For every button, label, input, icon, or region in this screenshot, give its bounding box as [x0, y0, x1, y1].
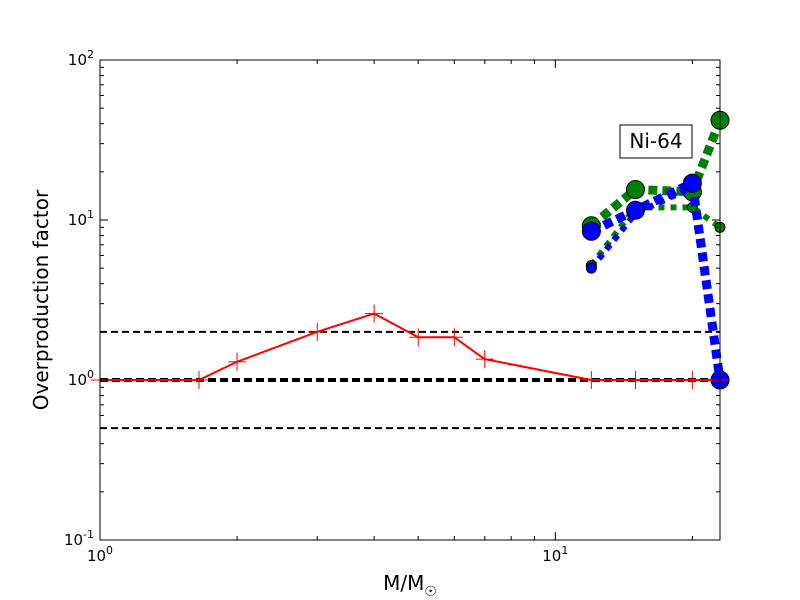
x-axis-label-main: M/M [383, 571, 424, 595]
y-tick-label: 101 [68, 208, 94, 229]
series-0-marker [683, 371, 702, 389]
annotation-label: Ni-64 [629, 129, 682, 153]
series-0-marker [626, 371, 645, 389]
plot-frame [99, 59, 721, 541]
x-tick-label: 100 [87, 544, 113, 565]
series-0-marker [409, 328, 428, 347]
x-tick-label: 101 [542, 544, 568, 565]
plot-area [100, 60, 720, 540]
series-3-marker [585, 262, 597, 274]
series-2-marker [625, 180, 645, 200]
series-0-marker [190, 371, 209, 389]
y-tick-label: 100 [68, 368, 94, 389]
y-tick-label: 10-1 [64, 528, 94, 549]
series-4-marker [682, 173, 702, 193]
series-4-marker [625, 200, 645, 220]
series-0-marker [582, 371, 601, 389]
y-tick-label: 102 [68, 48, 94, 69]
axis-ticks [99, 59, 720, 541]
series-0-marker [308, 322, 327, 341]
series-0-marker [475, 350, 494, 369]
series-line-2 [588, 118, 725, 230]
series-0-marker [445, 328, 464, 347]
series-line-4 [589, 178, 725, 381]
x-axis-label-subscript: ☉ [424, 584, 437, 600]
series-line-0 [100, 312, 720, 381]
series-0-marker [365, 304, 384, 323]
x-axis-label: M/M☉ [383, 571, 437, 600]
series-4-marker [581, 221, 601, 241]
annotation-box: Ni-64 [619, 124, 693, 159]
annotation-frame [619, 124, 693, 159]
series-0-marker [228, 352, 247, 371]
y-axis-label: Overproduction factor [29, 189, 53, 410]
series-layer [91, 110, 730, 390]
